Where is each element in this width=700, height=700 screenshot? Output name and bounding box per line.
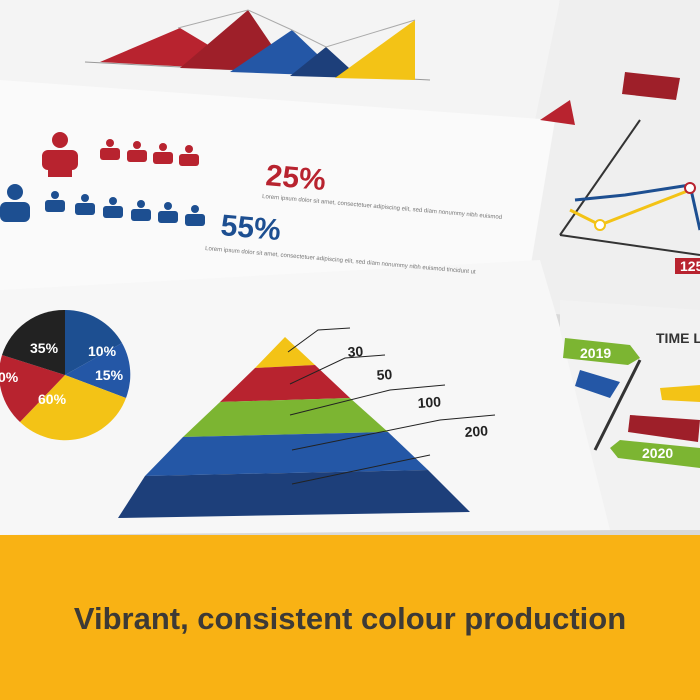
mountain <box>335 20 415 80</box>
axis-line <box>559 119 641 236</box>
label-box <box>675 258 700 274</box>
pie-label: 60% <box>38 391 67 407</box>
pyramid-label: 100 <box>417 393 442 411</box>
caption-band <box>0 535 700 700</box>
bar <box>540 100 575 125</box>
stat: 25% <box>264 159 327 197</box>
pie-label: 10% <box>88 343 117 359</box>
mountain <box>290 47 360 78</box>
pie-labels: 35% 10% 15% 60% 0% <box>0 340 124 407</box>
pyramid-layer <box>145 432 428 476</box>
people-blue <box>0 184 205 226</box>
timeline-tag <box>610 440 700 468</box>
pyramid-label: 50 <box>376 366 393 383</box>
pyramid-label: 200 <box>464 422 489 440</box>
pie-slice <box>65 343 131 398</box>
timeline-tag <box>563 338 640 365</box>
axis-line <box>559 234 700 256</box>
pie-label: 15% <box>95 367 124 383</box>
timeline-title: TIME LIN <box>656 330 700 346</box>
line <box>574 183 700 231</box>
people-red <box>42 132 199 177</box>
timeline-year: 2019 <box>580 345 611 361</box>
pyramid-labels: 30 50 100 200 <box>347 343 489 440</box>
pyramid-layer <box>220 365 350 402</box>
stat: 55% <box>219 209 282 247</box>
pyramid-layer <box>118 470 470 518</box>
timeline-year: 2020 <box>642 445 673 461</box>
point <box>684 182 696 194</box>
trend-line <box>177 9 416 48</box>
timeline-tag <box>575 370 620 398</box>
point <box>594 219 606 231</box>
chart-label: 125 <box>680 258 700 274</box>
pyramid-layer <box>255 337 315 368</box>
leader-lines <box>287 327 496 485</box>
pie-slice <box>65 309 122 375</box>
timeline-axis <box>593 359 642 451</box>
pie-slice <box>0 355 65 422</box>
bar <box>622 72 680 100</box>
pie-label: 0% <box>0 369 19 385</box>
pie-label: 35% <box>30 340 59 356</box>
timeline-tag <box>628 415 700 442</box>
pie-slice <box>2 309 65 375</box>
caption: Vibrant, consistent colour production <box>74 601 626 636</box>
timeline-tag <box>660 385 700 402</box>
pie-slice <box>20 375 126 441</box>
pyramid-layer <box>183 398 388 437</box>
pyramid-label: 30 <box>347 343 364 360</box>
